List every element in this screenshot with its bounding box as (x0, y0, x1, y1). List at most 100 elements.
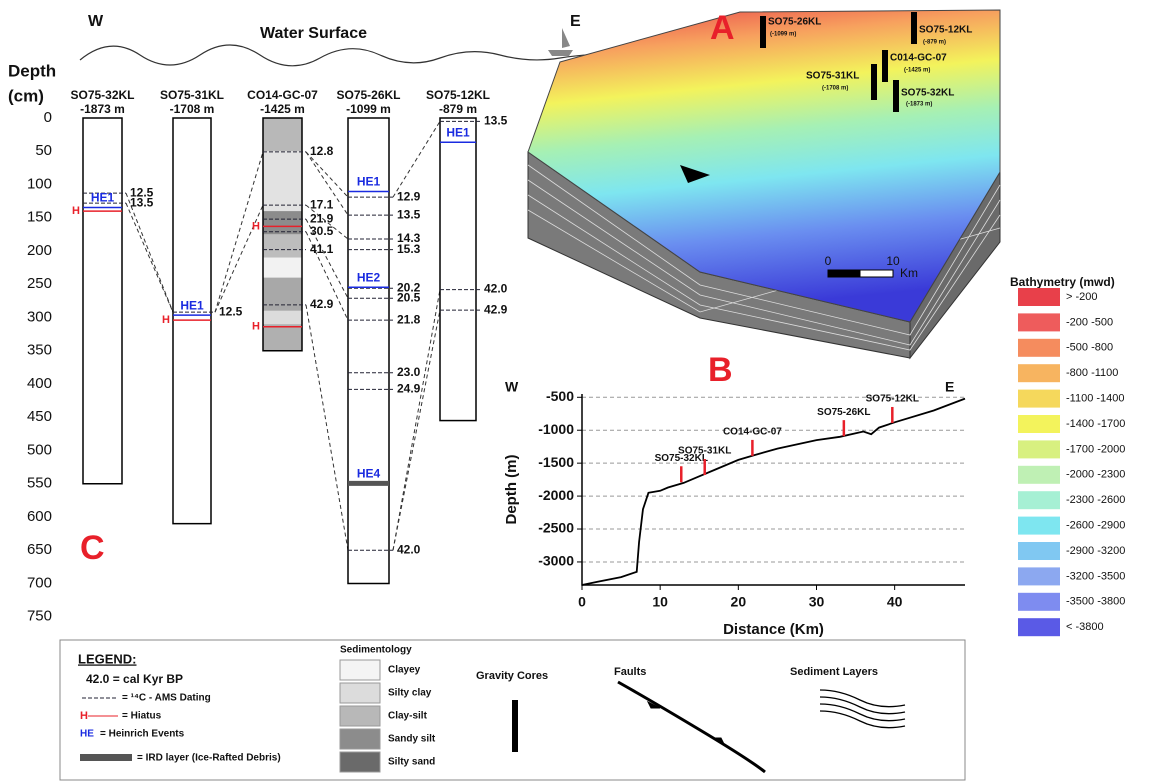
map-panel: A SO75-26KL (-1099 m) SO75-12KL (-879 m)… (528, 9, 1000, 358)
west-label: W (88, 13, 104, 30)
depth-tick-label: 100 (27, 175, 52, 192)
east-label: E (945, 379, 954, 395)
scale-bar (828, 270, 861, 277)
legend-label: -1400 -1700 (1066, 418, 1125, 430)
sediment-band (263, 151, 302, 211)
legend-title: LEGEND: (78, 651, 137, 666)
core-depth: -879 m (439, 102, 477, 116)
correlation-line (306, 305, 348, 550)
legend-label: -3500 -3800 (1066, 596, 1125, 608)
date-label: 21.8 (397, 312, 421, 326)
legend-entry: Clayey (388, 665, 421, 676)
legend-swatch (1018, 517, 1060, 535)
core-name: SO75-31KL (160, 88, 224, 102)
panel-label: A (710, 9, 735, 47)
x-tick-label: 10 (652, 594, 668, 610)
core-name: SO75-26KL (336, 88, 400, 102)
depth-tick-label: 0 (44, 109, 52, 126)
date-label: 13.5 (397, 207, 421, 221)
core-marker (760, 16, 766, 48)
sediment-band (263, 311, 302, 324)
core-marker (911, 12, 917, 44)
depth-tick-label: 750 (27, 608, 52, 625)
depth-tick-label: 150 (27, 209, 52, 226)
axis-title: (cm) (8, 86, 44, 105)
legend-label: -200 -500 (1066, 316, 1113, 328)
core (83, 118, 122, 484)
legend-entry: = IRD layer (Ice-Rafted Debris) (137, 753, 281, 764)
correlation-line (126, 193, 173, 312)
correlation-line (393, 121, 440, 197)
figure: W Water Surface E Depth (cm) C 050100150… (0, 0, 1150, 784)
event-label: HE4 (357, 467, 381, 481)
legend-swatch (1018, 364, 1060, 382)
legend-swatch (1018, 339, 1060, 357)
date-label: 42.0 (397, 542, 421, 556)
core-depth: (-1873 m) (906, 102, 932, 108)
legend-heading: Faults (614, 666, 646, 678)
legend-swatch (1018, 618, 1060, 636)
legend-label: -2300 -2600 (1066, 494, 1125, 506)
date-label: 12.5 (219, 304, 243, 318)
legend-symbol (512, 700, 518, 752)
legend-swatch (1018, 313, 1060, 331)
legend-label: > -200 (1066, 291, 1098, 303)
depth-tick-label: 650 (27, 541, 52, 558)
scale-unit: Km (900, 266, 918, 280)
depth-tick-label: 350 (27, 342, 52, 359)
core-depth: -1873 m (80, 102, 125, 116)
date-label: 42.9 (310, 297, 334, 311)
core-name: CO14-GC-07 (247, 88, 318, 102)
x-axis-title: Distance (Km) (723, 621, 824, 638)
sediment-band (263, 234, 302, 257)
legend-swatch (1018, 415, 1060, 433)
legend-entry: Silty clay (388, 688, 432, 699)
core-depth: (-1708 m) (822, 86, 848, 92)
date-label: 13.5 (130, 195, 154, 209)
y-tick-label: -2000 (538, 487, 574, 503)
y-tick-label: -3000 (538, 553, 574, 569)
legend-entry: Clay-silt (388, 711, 428, 722)
core-depth: (-879 m) (923, 40, 946, 46)
legend-swatch (1018, 440, 1060, 458)
legend-label: -1700 -2000 (1066, 443, 1125, 455)
core-marker (882, 50, 888, 82)
legend-symbol: H (80, 710, 88, 722)
west-label: W (505, 379, 519, 395)
date-label: 23.0 (397, 365, 421, 379)
depth-tick-label: 300 (27, 308, 52, 325)
panel-label: B (708, 351, 733, 389)
date-label: 12.9 (397, 189, 421, 203)
depth-tick-label: 550 (27, 475, 52, 492)
correlation-line (126, 203, 173, 312)
core-name: C014-GC-07 (890, 53, 947, 64)
core-name: SO75-12KL (919, 25, 972, 36)
legend-entry: Sandy silt (388, 734, 436, 745)
panel-label: C (80, 529, 105, 567)
depth-tick-label: 700 (27, 574, 52, 591)
core-name: SO75-32KL (70, 88, 134, 102)
core-label: SO75-12KL (866, 394, 919, 405)
legend-label: -500 -800 (1066, 342, 1113, 354)
core-name: SO75-12KL (426, 88, 490, 102)
legend-swatch (1018, 593, 1060, 611)
sediment-band (263, 118, 302, 151)
legend-swatch (1018, 491, 1060, 509)
scale-label: 10 (886, 254, 900, 268)
y-tick-label: -500 (546, 388, 574, 404)
core-marker (871, 64, 877, 100)
legend-entry: Silty sand (388, 757, 435, 768)
y-tick-label: -1500 (538, 454, 574, 470)
legend-label: -2900 -3200 (1066, 545, 1125, 557)
core (440, 118, 476, 421)
depth-tick-label: 250 (27, 275, 52, 292)
core-label: SO75-26KL (817, 407, 870, 418)
sediment-band (263, 211, 302, 234)
hiatus-label: H (252, 321, 260, 333)
date-label: 17.1 (310, 197, 334, 211)
sediment-band (263, 278, 302, 311)
legend-label: -1100 -1400 (1066, 393, 1125, 405)
y-tick-label: -2500 (538, 520, 574, 536)
legend-entry: = Heinrich Events (100, 729, 185, 740)
